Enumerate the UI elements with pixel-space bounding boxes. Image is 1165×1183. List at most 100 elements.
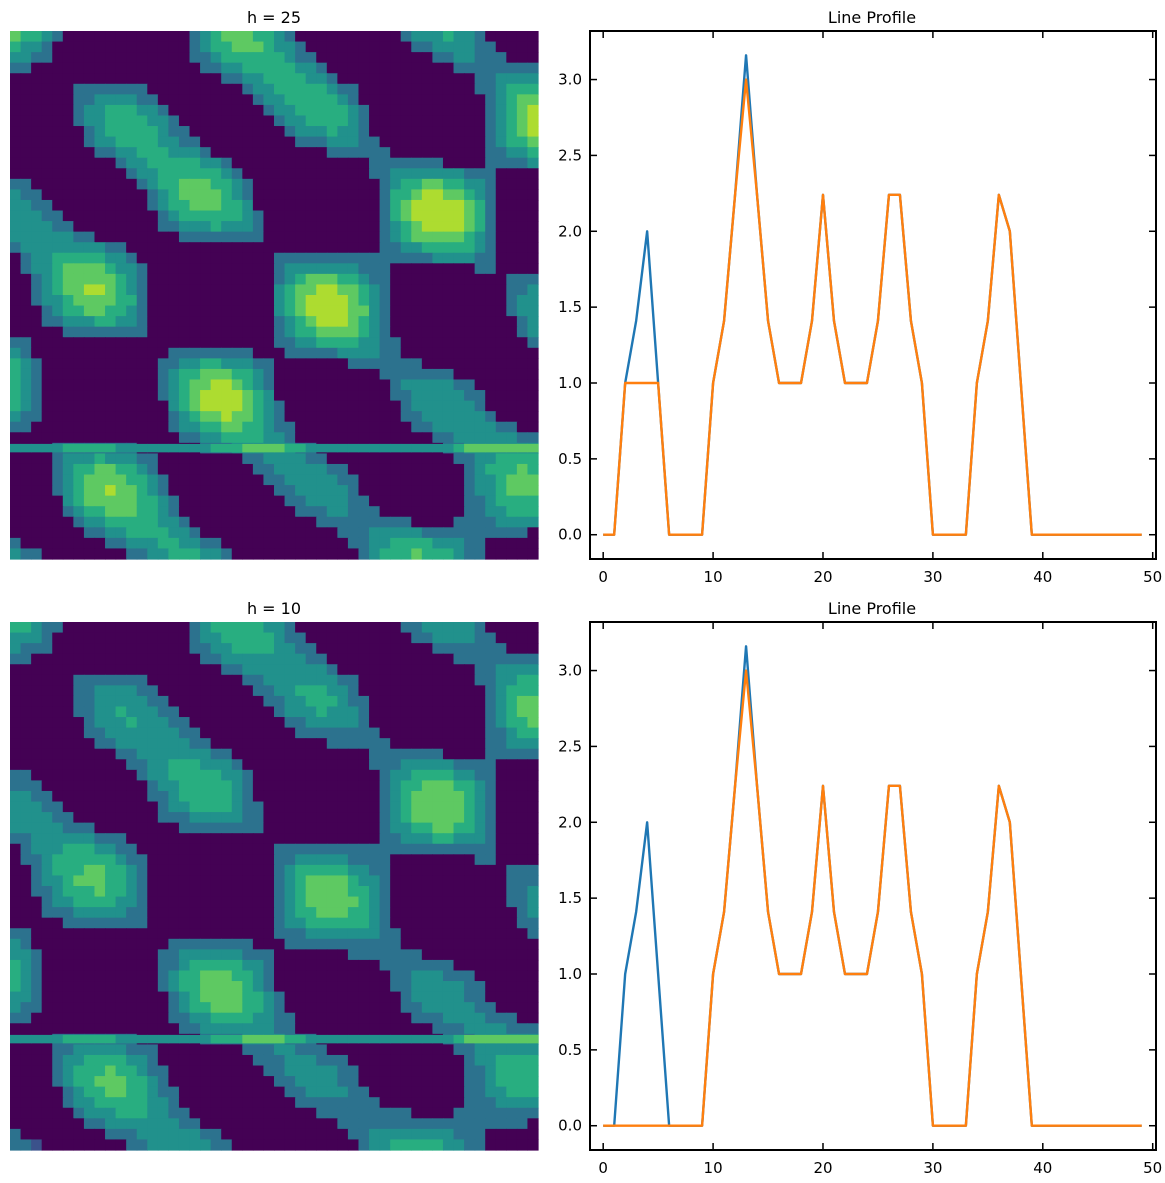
heatmap-cell	[274, 653, 286, 665]
heatmap-cell	[506, 104, 518, 117]
heatmap-cell	[189, 907, 201, 919]
heatmap-cell	[147, 390, 159, 402]
heatmap-cell	[347, 854, 360, 866]
heatmap-cell	[252, 231, 265, 243]
heatmap-cell	[358, 94, 370, 106]
heatmap-cell	[369, 1023, 381, 1035]
heatmap-cell	[347, 305, 360, 317]
heatmap-cell	[31, 516, 43, 528]
heatmap-cell	[421, 748, 433, 760]
heatmap-cell	[506, 759, 518, 771]
heatmap-cell	[200, 379, 212, 391]
heatmap-cell	[242, 653, 254, 665]
heatmap-cell	[316, 748, 328, 760]
heatmap-cell	[274, 1012, 286, 1024]
heatmap-cell	[136, 199, 148, 212]
heatmap-cell	[274, 695, 286, 708]
heatmap-cell	[263, 1118, 275, 1130]
heatmap-cell	[147, 537, 159, 550]
heatmap-cell	[295, 938, 307, 950]
heatmap-cell	[274, 516, 286, 528]
heatmap-cell	[506, 938, 518, 950]
heatmap-cell	[221, 949, 233, 961]
heatmap-cell	[305, 1054, 317, 1067]
heatmap-cell	[115, 316, 127, 328]
heatmap-cell	[126, 854, 138, 866]
heatmap-cell	[210, 147, 222, 159]
heatmap-cell	[421, 221, 433, 233]
heatmap-cell	[337, 1002, 349, 1014]
heatmap-cell	[200, 843, 212, 855]
heatmap-cell	[126, 358, 138, 370]
heatmap-cell	[379, 780, 391, 792]
heatmap-cell	[506, 1086, 518, 1098]
heatmap-cell	[421, 896, 433, 908]
heatmap-cell	[305, 780, 317, 792]
heatmap-cell	[168, 368, 180, 381]
heatmap-cell	[464, 738, 476, 750]
heatmap-cell	[189, 886, 201, 898]
heatmap-cell	[369, 864, 381, 877]
x-tick-label: 10	[704, 568, 723, 586]
heatmap-cell	[147, 252, 159, 264]
heatmap-cell	[94, 210, 106, 222]
heatmap-cell	[242, 822, 254, 834]
heatmap-cell	[105, 1107, 117, 1119]
heatmap-cell	[200, 981, 212, 993]
heatmap-cell	[105, 833, 117, 845]
heatmap-cell	[464, 1107, 476, 1119]
heatmap-cell	[147, 432, 159, 444]
heatmap-cell	[390, 316, 402, 328]
heatmap-cell	[178, 875, 191, 887]
heatmap-cell	[305, 463, 317, 476]
heatmap-cell	[94, 1118, 106, 1130]
heatmap-cell	[411, 337, 423, 349]
heatmap-cell	[231, 717, 243, 729]
heatmap-cell	[62, 981, 74, 993]
heatmap-cell	[105, 780, 117, 792]
heatmap-cell	[31, 390, 43, 402]
heatmap-cell	[52, 864, 64, 877]
heatmap-cell	[52, 780, 64, 792]
heatmap-cell	[284, 358, 296, 370]
heatmap-cell	[252, 83, 265, 95]
heatmap-cell	[31, 495, 43, 507]
heatmap-cell	[358, 432, 370, 444]
heatmap-cell	[73, 115, 85, 127]
heatmap-cell	[178, 801, 191, 813]
heatmap-cell	[263, 674, 275, 686]
heatmap-cell	[316, 31, 328, 43]
heatmap-cell	[390, 516, 402, 528]
heatmap-cell	[94, 368, 106, 381]
heatmap-cell	[516, 295, 529, 307]
heatmap-cell	[221, 316, 233, 328]
heatmap-cell	[358, 104, 370, 117]
heatmap-cell	[168, 62, 180, 74]
heatmap-cell	[506, 643, 518, 655]
heatmap-cell	[274, 495, 286, 507]
heatmap-cell	[10, 1002, 22, 1014]
heatmap-cell	[115, 432, 127, 444]
heatmap-cell	[252, 189, 265, 201]
heatmap-cell	[442, 622, 455, 634]
heatmap-cell	[295, 970, 307, 982]
heatmap-cell	[379, 168, 391, 180]
heatmap-cell	[337, 390, 349, 402]
heatmap-cell	[10, 1118, 22, 1130]
heatmap-cell	[305, 949, 317, 961]
heatmap-cell	[62, 305, 74, 317]
profile-line-cell	[231, 443, 243, 453]
heatmap-cell	[178, 83, 191, 95]
heatmap-cell	[168, 886, 180, 898]
heatmap-cell	[274, 854, 286, 866]
heatmap-cell	[495, 379, 507, 391]
heatmap-cell	[178, 822, 191, 834]
heatmap-cell	[52, 938, 64, 950]
heatmap-cell	[358, 896, 370, 908]
heatmap-cell	[252, 347, 265, 359]
heatmap-cell	[369, 1012, 381, 1024]
heatmap-cell	[105, 242, 117, 254]
heatmap-cell	[284, 896, 296, 908]
heatmap-cell	[453, 1086, 465, 1098]
heatmap-cell	[115, 516, 127, 528]
